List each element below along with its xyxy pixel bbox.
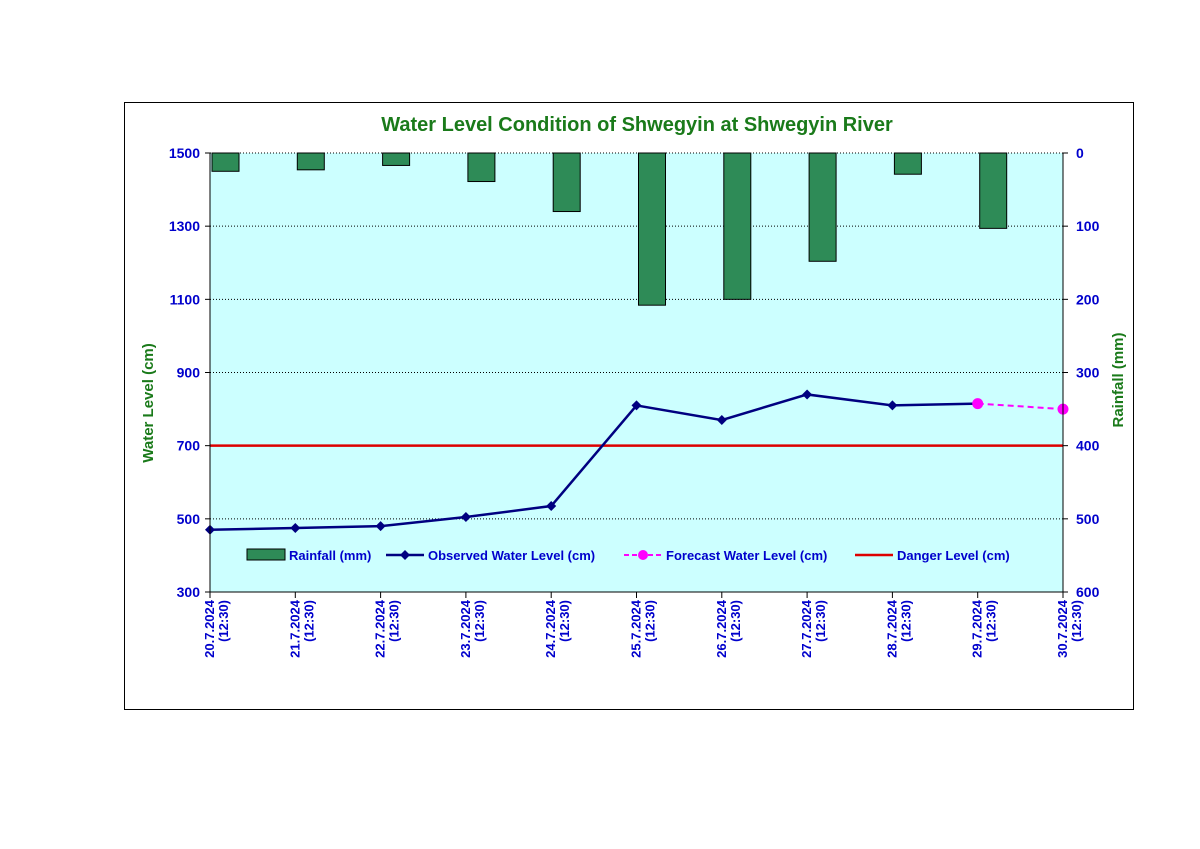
x-axis-ticks: 20.7.2024(12:30) 21.7.2024(12:30) 22.7.202…	[202, 592, 1084, 658]
right-axis-label: Rainfall (mm)	[1110, 332, 1127, 427]
x-tick-date: 29.7.2024	[970, 599, 985, 658]
observed-point	[290, 522, 301, 533]
observed-point	[546, 501, 557, 512]
left-tick-label: 1500	[169, 145, 200, 161]
rainfall-bar	[893, 152, 922, 175]
observed-point	[375, 521, 386, 532]
x-tick-date: 22.7.2024	[373, 599, 388, 658]
rainfall-bar	[211, 152, 240, 172]
right-axis-ticks: 0 100 200 300 400 500 600	[1063, 145, 1100, 600]
legend-rainfall-label: Rainfall (mm)	[289, 548, 371, 563]
rainfall-bar	[979, 152, 1008, 229]
legend-forecast-marker	[638, 550, 648, 560]
right-tick-label: 0	[1076, 145, 1084, 161]
x-tick-time: (12:30)	[728, 600, 743, 642]
left-tick-label: 1100	[170, 291, 201, 307]
x-tick-time: (12:30)	[813, 600, 828, 642]
x-tick-date: 20.7.2024	[202, 599, 217, 658]
left-tick-label: 500	[177, 511, 201, 527]
x-tick-time: (12:30)	[557, 600, 572, 642]
legend-forecast-label: Forecast Water Level (cm)	[666, 548, 827, 563]
left-axis-label: Water Level (cm)	[140, 343, 157, 462]
x-tick-date: 23.7.2024	[458, 599, 473, 658]
observed-line	[209, 393, 978, 532]
right-tick-label: 600	[1076, 584, 1100, 600]
rainfall-bar	[552, 152, 581, 213]
legend-rainfall-swatch	[246, 548, 286, 561]
x-tick-label: 21.7.2024(12:30)	[287, 599, 316, 658]
rainfall-bars	[211, 152, 1008, 306]
observed-point	[631, 400, 642, 411]
x-tick-time: (12:30)	[643, 600, 658, 642]
legend-danger-label: Danger Level (cm)	[897, 548, 1010, 563]
x-tick-label: 26.7.2024(12:30)	[714, 599, 743, 658]
rainfall-bar	[638, 152, 666, 306]
x-tick-date: 30.7.2024	[1055, 599, 1070, 658]
x-tick-label: 23.7.2024(12:30)	[458, 599, 487, 658]
x-tick-label: 29.7.2024(12:30)	[970, 599, 999, 658]
forecast-point	[972, 398, 984, 410]
x-tick-label: 30.7.2024(12:30)	[1055, 599, 1084, 658]
x-tick-date: 26.7.2024	[714, 599, 729, 658]
forecast-line	[977, 402, 1064, 411]
legend: Rainfall (mm) Observed Water Level (cm) Fo…	[246, 548, 1010, 563]
x-tick-time: (12:30)	[387, 600, 402, 642]
right-tick-label: 400	[1076, 438, 1100, 454]
rainfall-bar	[808, 152, 837, 262]
left-tick-label: 700	[177, 438, 201, 454]
x-tick-date: 27.7.2024	[799, 599, 814, 658]
rainfall-bar	[382, 152, 411, 166]
x-tick-label: 22.7.2024(12:30)	[373, 599, 402, 658]
x-tick-label: 28.7.2024(12:30)	[884, 599, 913, 658]
x-tick-label: 24.7.2024(12:30)	[543, 599, 572, 658]
legend-observed-marker	[400, 550, 410, 560]
rainfall-bar	[723, 152, 752, 300]
right-tick-label: 200	[1076, 291, 1100, 307]
x-tick-date: 25.7.2024	[629, 599, 644, 658]
left-tick-label: 900	[177, 365, 201, 381]
right-tick-label: 500	[1076, 511, 1100, 527]
rainfall-bar	[467, 152, 496, 183]
observed-point	[716, 415, 727, 426]
x-tick-label: 20.7.2024(12:30)	[202, 599, 231, 658]
x-tick-date: 21.7.2024	[287, 599, 302, 658]
x-tick-label: 25.7.2024(12:30)	[629, 599, 658, 658]
chart-title: Water Level Condition of Shwegyin at Shw…	[381, 114, 893, 136]
rainfall-bar	[296, 152, 325, 171]
observed-point	[887, 400, 898, 411]
x-tick-date: 28.7.2024	[884, 599, 899, 658]
legend-observed-label: Observed Water Level (cm)	[428, 548, 595, 563]
x-tick-date: 24.7.2024	[543, 599, 558, 658]
x-tick-time: (12:30)	[984, 600, 999, 642]
observed-point	[802, 389, 813, 400]
x-tick-label: 27.7.2024(12:30)	[799, 599, 828, 658]
right-tick-label: 300	[1076, 365, 1100, 381]
left-tick-label: 300	[177, 584, 201, 600]
observed-point	[460, 512, 471, 523]
x-tick-time: (12:30)	[472, 600, 487, 642]
x-tick-time: (12:30)	[1069, 600, 1084, 642]
left-tick-label: 1300	[169, 218, 200, 234]
x-tick-time: (12:30)	[898, 600, 913, 642]
right-tick-label: 100	[1076, 218, 1100, 234]
x-tick-time: (12:30)	[301, 600, 316, 642]
x-tick-time: (12:30)	[216, 600, 231, 642]
left-axis-ticks: 300 500 700 900 1100 1300 1500	[169, 145, 210, 600]
